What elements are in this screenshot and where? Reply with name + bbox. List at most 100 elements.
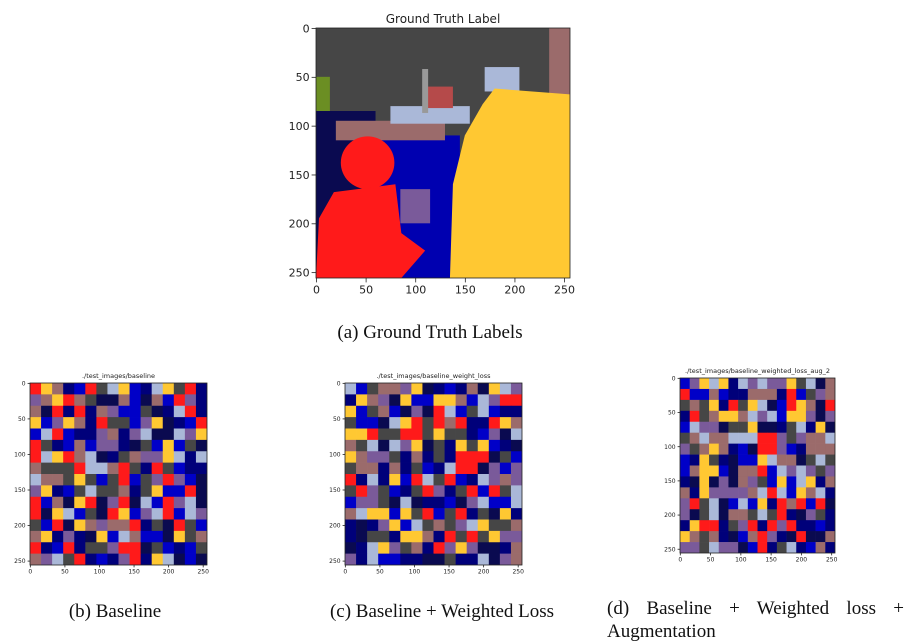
region bbox=[63, 451, 74, 463]
region bbox=[816, 411, 826, 422]
region bbox=[85, 531, 96, 543]
region bbox=[816, 531, 826, 542]
region bbox=[489, 440, 500, 452]
region bbox=[709, 531, 719, 542]
region bbox=[63, 394, 74, 406]
region bbox=[699, 542, 709, 553]
region bbox=[174, 520, 185, 532]
region bbox=[378, 417, 389, 429]
region bbox=[185, 474, 196, 486]
region bbox=[787, 400, 797, 411]
region bbox=[141, 554, 152, 566]
region bbox=[152, 406, 163, 418]
caption: (b) Baseline bbox=[20, 601, 210, 623]
region bbox=[422, 474, 433, 486]
region bbox=[400, 485, 411, 497]
region bbox=[690, 455, 700, 466]
region bbox=[434, 554, 445, 566]
y-tick-label: 150 bbox=[14, 487, 26, 494]
region bbox=[63, 417, 74, 429]
region bbox=[699, 509, 709, 520]
region bbox=[445, 440, 456, 452]
region bbox=[85, 394, 96, 406]
region bbox=[456, 497, 467, 509]
region bbox=[478, 383, 489, 395]
region bbox=[816, 433, 826, 444]
region bbox=[680, 455, 690, 466]
region bbox=[411, 394, 422, 406]
page: Ground Truth Label0501001502002500501001… bbox=[0, 0, 906, 642]
region bbox=[467, 542, 478, 554]
region bbox=[728, 476, 738, 487]
region bbox=[96, 520, 107, 532]
region bbox=[758, 509, 768, 520]
region bbox=[777, 476, 787, 487]
region bbox=[163, 474, 174, 486]
region bbox=[445, 463, 456, 475]
region bbox=[767, 509, 777, 520]
region bbox=[511, 531, 522, 543]
region bbox=[345, 383, 356, 395]
region bbox=[456, 463, 467, 475]
region bbox=[787, 542, 797, 553]
region bbox=[41, 497, 52, 509]
region bbox=[345, 451, 356, 463]
y-tick-label: 150 bbox=[664, 478, 676, 485]
region bbox=[709, 400, 719, 411]
region bbox=[806, 531, 816, 542]
region bbox=[748, 520, 758, 531]
region bbox=[85, 508, 96, 520]
region bbox=[777, 411, 787, 422]
region bbox=[738, 487, 748, 498]
region bbox=[680, 509, 690, 520]
region bbox=[107, 485, 118, 497]
region bbox=[825, 400, 835, 411]
region bbox=[467, 417, 478, 429]
region bbox=[485, 67, 520, 91]
region bbox=[185, 417, 196, 429]
region bbox=[806, 520, 816, 531]
region bbox=[445, 406, 456, 418]
region bbox=[758, 487, 768, 498]
region bbox=[434, 508, 445, 520]
region bbox=[816, 444, 826, 455]
region bbox=[52, 531, 63, 543]
region bbox=[422, 429, 433, 441]
region bbox=[411, 474, 422, 486]
region bbox=[500, 451, 511, 463]
region bbox=[378, 440, 389, 452]
region bbox=[767, 455, 777, 466]
y-tick-label: 250 bbox=[664, 546, 676, 553]
region bbox=[478, 497, 489, 509]
region bbox=[390, 106, 469, 124]
region bbox=[806, 422, 816, 433]
region bbox=[196, 463, 207, 475]
region bbox=[163, 520, 174, 532]
region bbox=[758, 433, 768, 444]
region bbox=[767, 411, 777, 422]
region bbox=[796, 531, 806, 542]
region bbox=[378, 542, 389, 554]
region bbox=[690, 498, 700, 509]
region bbox=[196, 429, 207, 441]
region bbox=[478, 451, 489, 463]
region bbox=[748, 389, 758, 400]
region bbox=[130, 531, 141, 543]
region bbox=[185, 406, 196, 418]
region bbox=[489, 520, 500, 532]
region bbox=[107, 542, 118, 554]
region bbox=[500, 383, 511, 395]
region bbox=[445, 394, 456, 406]
region bbox=[119, 554, 130, 566]
region bbox=[758, 466, 768, 477]
region bbox=[356, 554, 367, 566]
region bbox=[30, 554, 41, 566]
region bbox=[356, 406, 367, 418]
region bbox=[434, 451, 445, 463]
region bbox=[185, 554, 196, 566]
region bbox=[500, 531, 511, 543]
region bbox=[389, 485, 400, 497]
region bbox=[85, 542, 96, 554]
region bbox=[119, 394, 130, 406]
y-tick-label: 50 bbox=[668, 410, 676, 417]
